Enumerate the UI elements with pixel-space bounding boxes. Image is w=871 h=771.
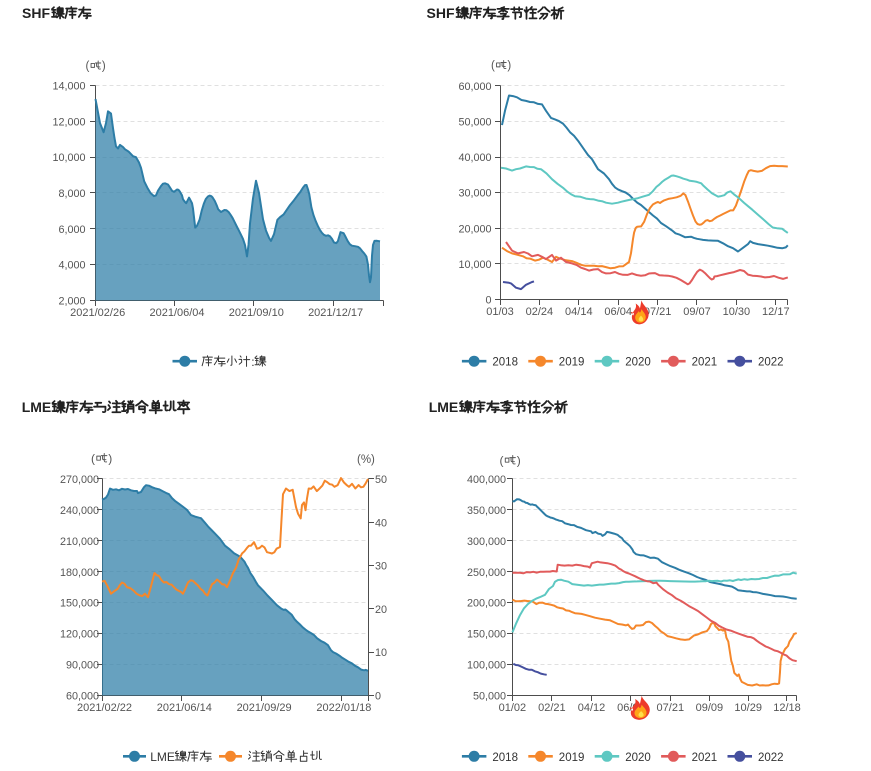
svg-text:50: 50 [375,474,387,486]
svg-text:240,000: 240,000 [60,505,99,517]
svg-text:07/21: 07/21 [644,306,672,318]
svg-text:2020: 2020 [625,357,651,369]
svg-text:50,000: 50,000 [473,691,506,703]
svg-text:30: 30 [375,561,387,573]
svg-text:30,000: 30,000 [458,188,491,200]
svg-text:20: 20 [375,604,387,616]
svg-text:2021: 2021 [692,357,718,369]
svg-text:10,000: 10,000 [458,259,491,271]
svg-text:90,000: 90,000 [66,660,99,672]
svg-text:270,000: 270,000 [60,474,99,486]
svg-text:14,000: 14,000 [52,81,85,93]
svg-text:LME: LME [22,399,52,415]
svg-text:2018: 2018 [492,752,518,764]
svg-text:20,000: 20,000 [458,223,491,235]
svg-text:0: 0 [485,295,491,307]
svg-text:SHF: SHF [427,5,455,21]
svg-text:40: 40 [375,517,387,529]
svg-text:120,000: 120,000 [60,629,99,641]
svg-text:2020: 2020 [625,752,651,764]
svg-text:2,000: 2,000 [58,296,85,308]
svg-text:10,000: 10,000 [52,152,85,164]
svg-text:04/12: 04/12 [578,702,606,714]
svg-text:SHF: SHF [22,5,50,21]
svg-text:180,000: 180,000 [60,567,99,579]
svg-text:2021/06/04: 2021/06/04 [149,307,204,319]
svg-text:2022/01/18: 2022/01/18 [316,702,371,714]
svg-text:2021/09/29: 2021/09/29 [237,702,292,714]
svg-text:09/07: 09/07 [683,306,711,318]
svg-text:LME: LME [429,399,459,415]
svg-text:12,000: 12,000 [52,116,85,128]
svg-text:2019: 2019 [559,752,585,764]
svg-text:2019: 2019 [559,357,585,369]
svg-text:350,000: 350,000 [467,505,506,517]
svg-text:10/29: 10/29 [734,702,762,714]
svg-text:(: ( [91,452,95,466]
svg-text:LME: LME [150,750,175,764]
svg-text:10: 10 [375,647,387,659]
svg-text:200,000: 200,000 [467,598,506,610]
svg-text:60,000: 60,000 [66,691,99,703]
svg-text:50,000: 50,000 [458,117,491,129]
svg-text:): ) [102,61,106,73]
svg-text:01/02: 01/02 [499,702,527,714]
svg-text:400,000: 400,000 [467,474,506,486]
svg-text:12/18: 12/18 [773,702,801,714]
svg-text:6,000: 6,000 [58,224,85,236]
svg-text:100,000: 100,000 [467,660,506,672]
svg-text:150,000: 150,000 [467,629,506,641]
svg-text:300,000: 300,000 [467,536,506,548]
svg-text:2018: 2018 [492,357,518,369]
svg-text:2021/02/26: 2021/02/26 [70,307,125,319]
svg-text:210,000: 210,000 [60,536,99,548]
svg-text:(%): (%) [357,454,375,466]
svg-text:250,000: 250,000 [467,567,506,579]
svg-text:2021/12/17: 2021/12/17 [308,307,363,319]
svg-text:8,000: 8,000 [58,188,85,200]
svg-text:(: ( [86,61,90,73]
svg-text:2022: 2022 [758,357,784,369]
svg-text:60,000: 60,000 [458,81,491,93]
svg-text:06/04: 06/04 [604,306,632,318]
svg-text:(: ( [491,60,495,72]
svg-text:07/21: 07/21 [657,702,685,714]
svg-text:2021/02/22: 2021/02/22 [77,702,132,714]
svg-text:): ) [507,60,511,72]
svg-text:12/17: 12/17 [762,306,790,318]
svg-text:04/14: 04/14 [565,306,593,318]
svg-text:09/09: 09/09 [696,702,724,714]
svg-text:2021/09/10: 2021/09/10 [229,307,284,319]
svg-text:02/21: 02/21 [538,702,566,714]
svg-text:150,000: 150,000 [60,598,99,610]
svg-text:2021: 2021 [692,752,718,764]
svg-text:0: 0 [375,691,381,703]
svg-text:2021/06/14: 2021/06/14 [157,702,212,714]
svg-text:(: ( [500,454,504,468]
svg-text::: : [251,355,254,369]
svg-text:01/03: 01/03 [486,306,514,318]
svg-text:40,000: 40,000 [458,152,491,164]
svg-text:02/24: 02/24 [526,306,554,318]
svg-text:10/30: 10/30 [723,306,751,318]
svg-text:4,000: 4,000 [58,260,85,272]
svg-text:): ) [108,452,112,466]
svg-text:): ) [517,454,521,468]
svg-text:2022: 2022 [758,752,784,764]
